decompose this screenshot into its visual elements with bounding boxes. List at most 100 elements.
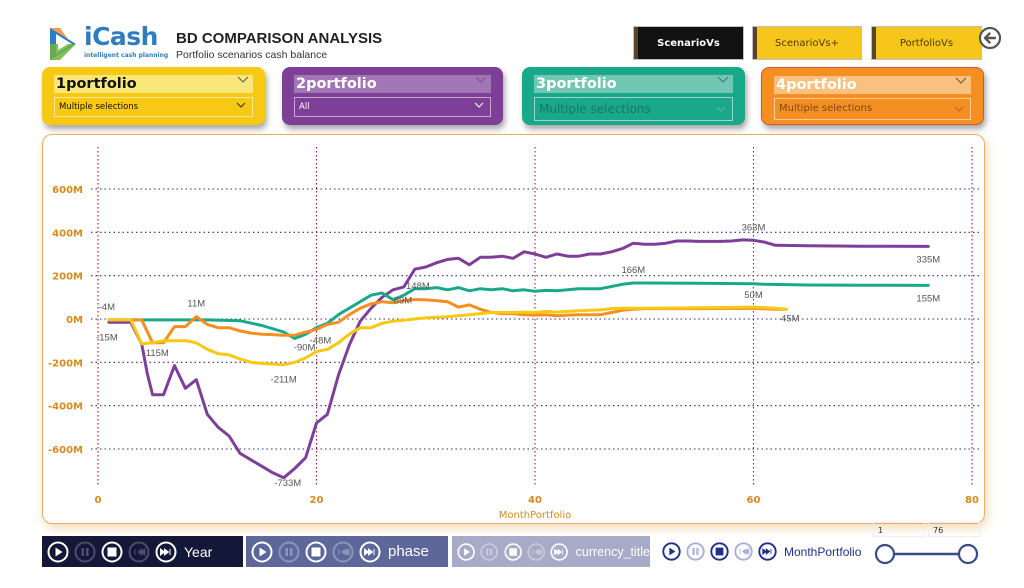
- x-axis-title: MonthPortfolio: [499, 510, 571, 521]
- slicer-dropdown-3portfolio[interactable]: Multiple selections: [534, 97, 733, 121]
- x-tick-label: 80: [965, 495, 979, 506]
- data-label: -90M: [294, 343, 316, 354]
- slicer-title-3portfolio[interactable]: 3portfolio: [534, 75, 733, 93]
- range-min-label: 1: [878, 526, 884, 535]
- next-icon[interactable]: [155, 541, 177, 563]
- nav-portfoliovs-button[interactable]: PortfolioVs: [871, 26, 982, 60]
- month-range-slider: [874, 543, 979, 565]
- slicer-title-4portfolio[interactable]: 4portfolio: [774, 76, 971, 94]
- y-tick-label: 0M: [66, 315, 83, 326]
- data-label: -115M: [143, 348, 169, 359]
- nav-scenariovs-plus-button[interactable]: ScenarioVs+: [752, 26, 862, 60]
- series-layer: [107, 238, 930, 480]
- play-axis-label: MonthPortfolio: [784, 544, 862, 559]
- data-label: 148M: [406, 281, 430, 292]
- y-tick-label: 600M: [52, 185, 83, 196]
- play-axis-label: Year: [184, 543, 213, 560]
- cash-balance-chart-card: -4M -15M 11M -115M -90M -48M -211M -733M 89M 148M…: [42, 134, 985, 524]
- x-tick-label: 60: [747, 495, 761, 506]
- play-axis-label: currency_title: [575, 544, 650, 559]
- axis-layer: 600M 400M 200M 0M -200M -400M -600M 0 20 40 60 80: [48, 185, 979, 506]
- nav-button-label: ScenarioVs: [657, 37, 720, 49]
- y-tick-label: -200M: [48, 358, 83, 369]
- data-label: 363M: [742, 222, 766, 233]
- chevron-down-icon: [236, 102, 246, 108]
- stop-icon[interactable]: [101, 541, 123, 563]
- chevron-down-icon: [237, 76, 249, 83]
- pause-icon[interactable]: [278, 541, 300, 563]
- next-icon[interactable]: [550, 541, 569, 563]
- play-icon[interactable]: [662, 542, 681, 561]
- stop-icon[interactable]: [710, 542, 729, 561]
- slicer-dropdown-1portfolio[interactable]: Multiple selections: [54, 97, 253, 117]
- play-icon[interactable]: [47, 541, 69, 563]
- data-label: 45M: [781, 313, 800, 324]
- play-axis-phase: phase: [246, 536, 448, 567]
- previous-icon[interactable]: [128, 541, 150, 563]
- previous-icon[interactable]: [332, 541, 354, 563]
- next-icon[interactable]: [359, 541, 381, 563]
- nav-button-label: PortfolioVs: [899, 37, 954, 49]
- pause-icon[interactable]: [686, 542, 705, 561]
- range-min-value[interactable]: 1: [873, 522, 925, 537]
- page-title: BD COMPARISON ANALYSIS: [176, 30, 383, 47]
- range-slider-max-handle[interactable]: [957, 543, 979, 565]
- previous-icon[interactable]: [734, 542, 753, 561]
- data-label: -48M: [310, 335, 332, 346]
- data-label: 89M: [394, 296, 413, 307]
- icash-logo: iCash intelligent cash planning: [46, 22, 168, 64]
- data-label: -4M: [99, 302, 115, 313]
- data-label: 166M: [621, 265, 645, 276]
- slicer-title-text: 3portfolio: [536, 76, 617, 92]
- slicer-title-text: 2portfolio: [296, 76, 377, 92]
- previous-icon[interactable]: [527, 541, 545, 563]
- x-tick-label: 40: [528, 495, 542, 506]
- series-line-3portfolio: [107, 281, 930, 340]
- slicer-title-text: 4portfolio: [776, 77, 857, 93]
- range-slider-min-handle[interactable]: [874, 543, 896, 565]
- slicer-value: Multiple selections: [539, 102, 651, 116]
- page-subtitle: Portfolio scenarios cash balance: [176, 49, 328, 61]
- slicer-value: All: [299, 102, 310, 112]
- next-icon[interactable]: [758, 542, 777, 561]
- range-max-label: 76: [933, 526, 944, 535]
- slicer-title-1portfolio[interactable]: 1portfolio: [54, 75, 253, 93]
- data-label: 155M: [916, 293, 940, 304]
- play-axis-year: Year: [42, 536, 243, 567]
- stop-icon[interactable]: [305, 541, 327, 563]
- data-label: 50M: [744, 290, 763, 301]
- logo-word: iCash: [84, 22, 158, 51]
- y-tick-label: 200M: [52, 272, 83, 283]
- logo-mark-icon: [50, 28, 76, 60]
- pause-icon[interactable]: [480, 541, 499, 563]
- y-tick-label: -400M: [48, 402, 83, 413]
- back-arrow-circle-icon[interactable]: [978, 26, 1002, 50]
- slicer-dropdown-4portfolio[interactable]: Multiple selections: [774, 98, 971, 120]
- x-tick-label: 20: [310, 495, 324, 506]
- range-max-value[interactable]: 76: [928, 522, 980, 537]
- slicer-value: Multiple selections: [779, 103, 873, 114]
- chevron-down-icon: [475, 76, 487, 83]
- data-label: 11M: [187, 299, 205, 310]
- nav-scenariovs-button[interactable]: ScenarioVs: [633, 26, 744, 60]
- cash-balance-line-chart: -4M -15M 11M -115M -90M-48M -211M -733M 89M 148M…: [48, 147, 982, 521]
- series-line-4portfolio: [107, 298, 788, 345]
- data-label: -211M: [271, 375, 297, 386]
- nav-button-label: ScenarioVs+: [775, 37, 839, 49]
- grid-layer: [91, 147, 982, 487]
- stop-icon[interactable]: [504, 541, 522, 563]
- slicer-title-2portfolio[interactable]: 2portfolio: [294, 75, 491, 93]
- slicer-1portfolio: 1portfolio Multiple selections: [42, 67, 265, 125]
- slicer-value: Multiple selections: [59, 102, 139, 112]
- slicer-4portfolio: 4portfolio Multiple selections: [761, 67, 984, 125]
- series-line-1portfolio: [107, 305, 788, 367]
- series-line-2portfolio: [107, 238, 930, 480]
- play-icon[interactable]: [457, 541, 475, 563]
- y-tick-label: 400M: [52, 228, 83, 239]
- data-label-layer: -4M -15M 11M -115M -90M-48M -211M -733M 89M 148M…: [96, 222, 940, 488]
- pause-icon[interactable]: [74, 541, 96, 563]
- play-axis-currency: currency_title: [452, 536, 650, 567]
- slicer-dropdown-2portfolio[interactable]: All: [294, 97, 491, 117]
- play-icon[interactable]: [251, 541, 273, 563]
- data-label: -733M: [274, 478, 301, 489]
